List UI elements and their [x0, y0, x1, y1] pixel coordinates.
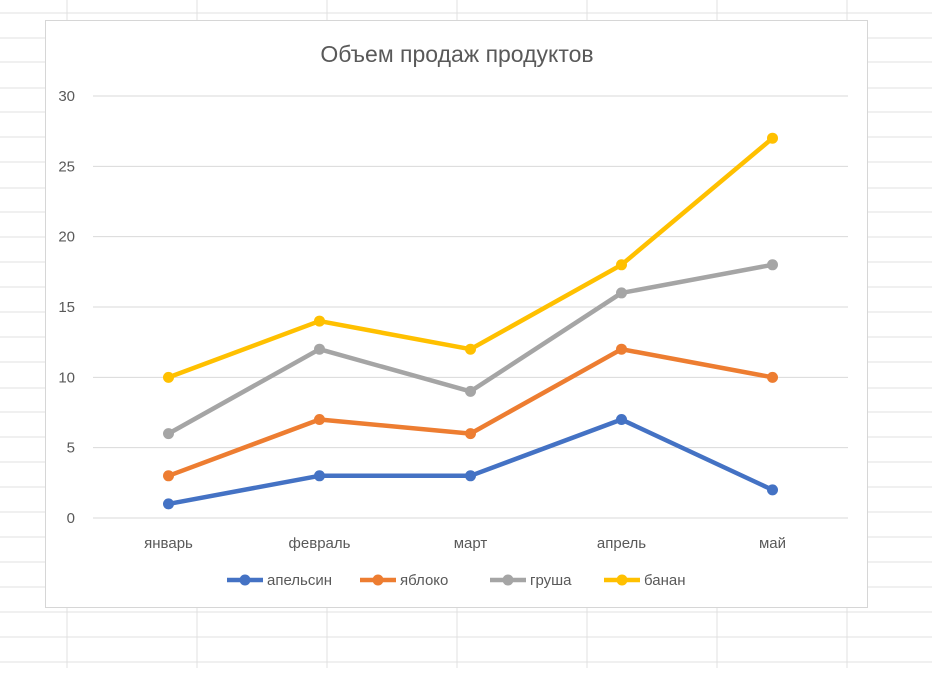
- legend-swatch-marker: [502, 574, 514, 586]
- y-tick-label: 0: [67, 510, 75, 527]
- y-tick-label: 5: [67, 440, 75, 457]
- data-point: [616, 343, 627, 355]
- legend-item: апельсин: [227, 572, 332, 589]
- legend-item: банан: [604, 572, 686, 589]
- legend-swatch-marker: [239, 574, 251, 586]
- data-point: [314, 414, 325, 426]
- y-tick-label: 15: [58, 299, 75, 316]
- y-tick-label: 10: [58, 369, 75, 386]
- legend-swatch-marker: [372, 574, 384, 586]
- legend-label: банан: [644, 572, 686, 589]
- data-point: [767, 484, 778, 496]
- legend-label: апельсин: [267, 572, 332, 589]
- gridlines: [93, 95, 848, 519]
- data-point: [163, 428, 174, 440]
- series-3: [163, 259, 778, 440]
- series-1: [163, 414, 778, 510]
- y-axis-tick-labels: 0 5 10 15 20 25 30: [58, 88, 75, 527]
- data-point: [767, 132, 778, 144]
- series-layer: [163, 132, 778, 510]
- data-point: [465, 385, 476, 397]
- legend-item: груша: [490, 572, 572, 589]
- legend-item: яблоко: [360, 572, 448, 589]
- legend-swatch-marker: [616, 574, 628, 586]
- series-2: [163, 343, 778, 482]
- data-point: [465, 428, 476, 440]
- x-tick-label: май: [759, 535, 786, 552]
- data-point: [616, 259, 627, 271]
- data-point: [314, 343, 325, 355]
- legend-label: яблоко: [400, 572, 448, 589]
- y-tick-label: 20: [58, 229, 75, 246]
- data-point: [163, 470, 174, 482]
- data-point: [767, 259, 778, 271]
- data-point: [163, 371, 174, 383]
- y-tick-label: 30: [58, 88, 75, 105]
- chart-title: Объем продаж продуктов: [320, 41, 593, 67]
- legend: апельсин яблоко груша банан: [227, 572, 686, 589]
- x-tick-label: январь: [144, 535, 193, 552]
- series-line: [166, 135, 775, 380]
- x-axis-tick-labels: январь февраль март апрель май: [144, 535, 786, 552]
- legend-label: груша: [530, 572, 572, 589]
- data-point: [314, 315, 325, 327]
- data-point: [616, 414, 627, 426]
- data-point: [767, 371, 778, 383]
- data-point: [314, 470, 325, 482]
- data-point: [465, 343, 476, 355]
- chart-area[interactable]: [45, 20, 868, 608]
- data-point: [616, 287, 627, 299]
- x-tick-label: февраль: [289, 535, 351, 552]
- series-4: [163, 132, 778, 383]
- data-point: [465, 470, 476, 482]
- data-point: [163, 498, 174, 510]
- y-tick-label: 25: [58, 158, 75, 175]
- x-tick-label: апрель: [597, 535, 646, 552]
- series-line: [166, 346, 775, 479]
- x-tick-label: март: [454, 535, 488, 552]
